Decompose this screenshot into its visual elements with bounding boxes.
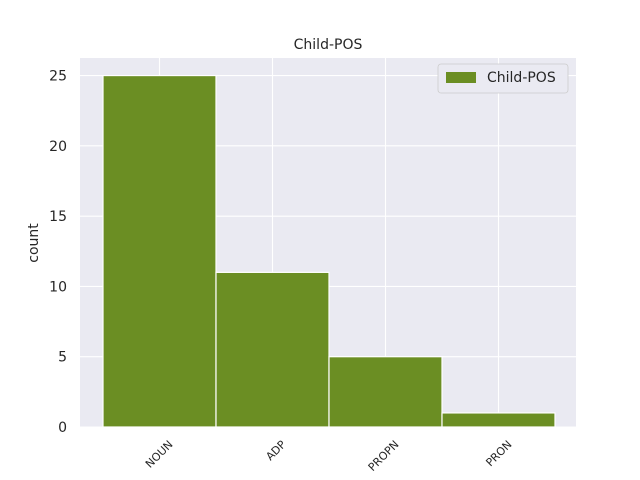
legend-label: Child-POS bbox=[487, 70, 556, 86]
legend-box bbox=[437, 63, 569, 94]
bar-pron bbox=[441, 412, 556, 428]
bar-noun bbox=[102, 74, 217, 428]
legend: Child-POS bbox=[437, 63, 569, 94]
chart-title: Child-POS bbox=[294, 37, 363, 53]
bar-adp bbox=[215, 271, 330, 428]
y-tick-label: 5 bbox=[58, 350, 67, 366]
legend-swatch bbox=[446, 72, 476, 83]
y-tick-label: 20 bbox=[49, 139, 67, 155]
x-axis-ticks: NOUN ADP PROPN PRON bbox=[143, 438, 515, 474]
x-tick-label: PRON bbox=[483, 438, 514, 469]
y-axis-ticks: 0 5 10 15 20 25 bbox=[49, 69, 67, 436]
x-tick-label: ADP bbox=[263, 438, 288, 463]
y-tick-label: 25 bbox=[49, 69, 67, 85]
y-tick-label: 10 bbox=[49, 279, 67, 295]
x-tick-label: NOUN bbox=[143, 438, 176, 471]
x-tick-label: PROPN bbox=[366, 438, 402, 474]
bar-propn bbox=[328, 356, 443, 428]
y-axis-label: count bbox=[26, 223, 42, 263]
y-tick-label: 15 bbox=[49, 209, 67, 225]
bars bbox=[102, 74, 556, 428]
y-tick-label: 0 bbox=[58, 420, 67, 436]
